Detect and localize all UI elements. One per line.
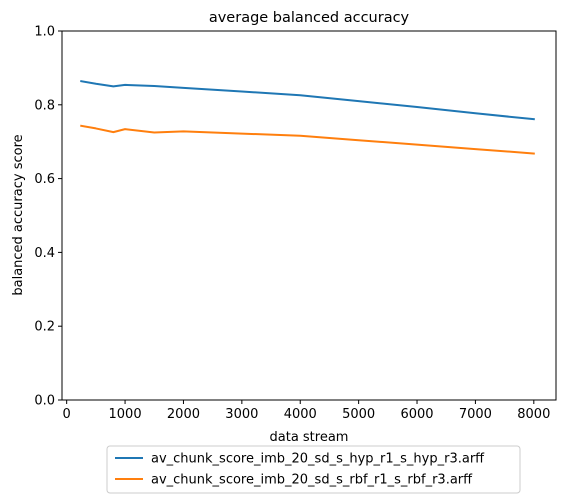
plot-area: 0 1000 2000 3000 4000 5000 6000 7000 8000 0.0 0.2 0… <box>34 25 557 422</box>
y-tick-label: 0.0 <box>34 394 55 409</box>
y-tick-label: 0.4 <box>34 246 55 261</box>
x-tick-label: 5000 <box>342 407 375 422</box>
x-tick-label: 6000 <box>400 407 433 422</box>
x-axis-label: data stream <box>270 430 349 445</box>
x-tick-label: 8000 <box>517 407 550 422</box>
chart-title: average balanced accuracy <box>209 10 410 26</box>
y-axis-label: balanced accuracy score <box>11 134 26 295</box>
legend: av_chunk_score_imb_20_sd_s_hyp_r1_s_hyp_… <box>106 445 521 494</box>
y-tick-label: 0.8 <box>34 98 55 113</box>
y-tick-label: 0.2 <box>34 320 55 335</box>
plot-frame <box>61 30 557 401</box>
legend-label-2: av_chunk_score_imb_20_sd_s_rbf_r1_s_rbf_… <box>151 473 473 488</box>
y-tick-label: 0.6 <box>34 172 55 187</box>
series-line-2 <box>80 124 535 155</box>
series-line-1 <box>80 80 535 121</box>
x-tick-label: 0 <box>63 407 71 422</box>
y-tick-label: 1.0 <box>34 25 55 40</box>
x-tick-label: 4000 <box>284 407 317 422</box>
x-tick-label: 1000 <box>109 407 142 422</box>
x-tick-label: 7000 <box>459 407 492 422</box>
legend-box <box>106 445 521 494</box>
legend-label-1: av_chunk_score_imb_20_sd_s_hyp_r1_s_hyp_… <box>151 452 485 467</box>
x-tick-label: 2000 <box>167 407 200 422</box>
x-tick-label: 3000 <box>225 407 258 422</box>
